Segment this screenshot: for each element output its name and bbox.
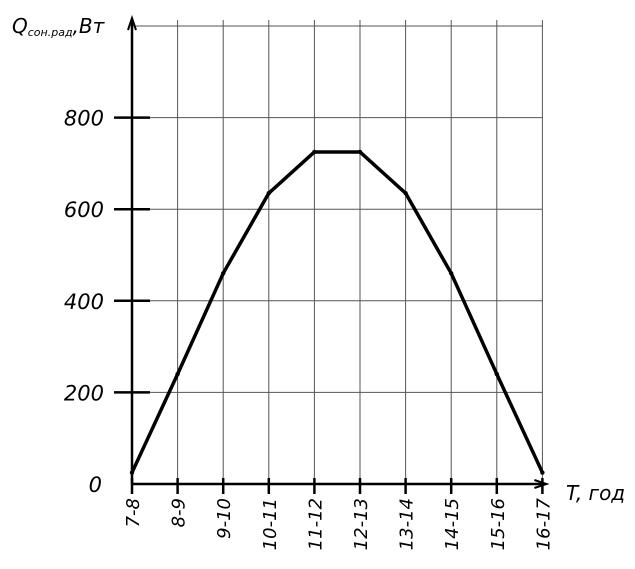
x-axis-title: T, год [566,481,625,505]
grid [132,20,543,484]
y-tick-label: 800 [64,107,104,131]
data-point [129,470,135,475]
data-point [312,149,317,155]
x-tick-label: 7-8 [123,498,144,527]
x-tick-label: 14-15 [442,498,463,550]
series-line [130,150,544,474]
x-tick-label: 13-14 [397,498,418,550]
data-point [403,190,408,196]
data-point [221,271,226,276]
x-tick-label: 8-9 [169,498,190,527]
y-axis-title-main: Q [12,14,28,38]
y-axis-title-sub: сон.рад [28,26,73,39]
y-tick-label: 400 [64,290,104,314]
x-axis-ticks: 7-8 8-9 9-10 10-11 11-12 12-13 13-14 14-15 15-16… [123,478,554,550]
x-axis-arrow [534,479,550,489]
y-axis-title: Qсон.рад,Вт [12,14,106,39]
x-tick-label: 11-12 [305,498,326,550]
data-point [357,149,363,155]
y-axis-ticks: 0 200 400 600 800 [64,107,150,497]
data-point [540,470,545,475]
y-tick-label: 600 [64,198,104,222]
y-axis-arrow [127,14,137,31]
y-tick-label: 200 [64,381,104,405]
x-tick-label: 9-10 [214,498,235,539]
x-tick-label: 15-16 [488,498,509,550]
y-axis-title-unit: ,Вт [73,14,106,38]
x-tick-label: 16-17 [533,497,554,550]
data-point [266,190,271,196]
x-tick-label: 12-13 [351,498,372,550]
axes [127,14,550,489]
data-point [175,371,180,377]
data-point [449,271,454,276]
series [129,149,545,475]
x-tick-label: 10-11 [260,498,281,550]
data-point [494,371,499,377]
y-tick-label: 0 [89,473,102,497]
